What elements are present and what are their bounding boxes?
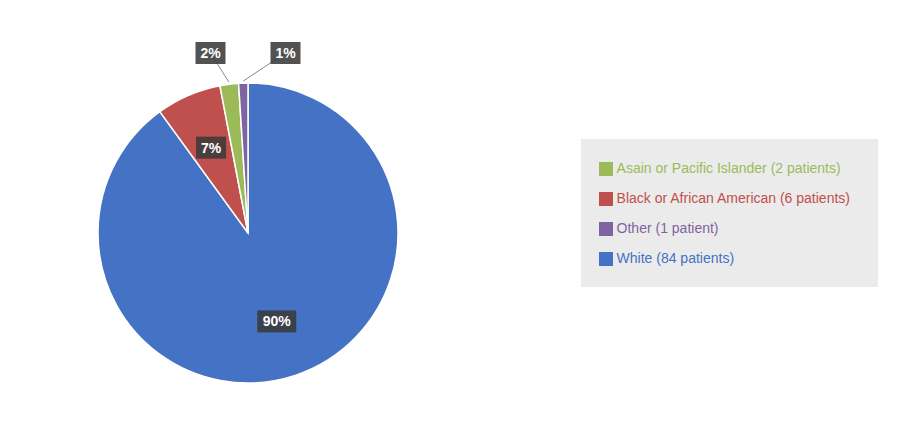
html-text:Other (1 patient): Other (1 patient) — [616, 220, 719, 236]
html-text:Asain or Pacific Islander (2 p: Asain or Pacific Islander (2 patients) — [616, 160, 841, 176]
svg-text:1%: 1% — [275, 45, 296, 61]
html-text:Black or African American (6 p: Black or African American (6 patients) — [616, 190, 850, 206]
svg-text:90%: 90% — [263, 313, 292, 329]
svg-text:2%: 2% — [200, 45, 221, 61]
svg-text:7%: 7% — [201, 140, 222, 156]
html-text:White (84 patients): White (84 patients) — [616, 250, 735, 266]
